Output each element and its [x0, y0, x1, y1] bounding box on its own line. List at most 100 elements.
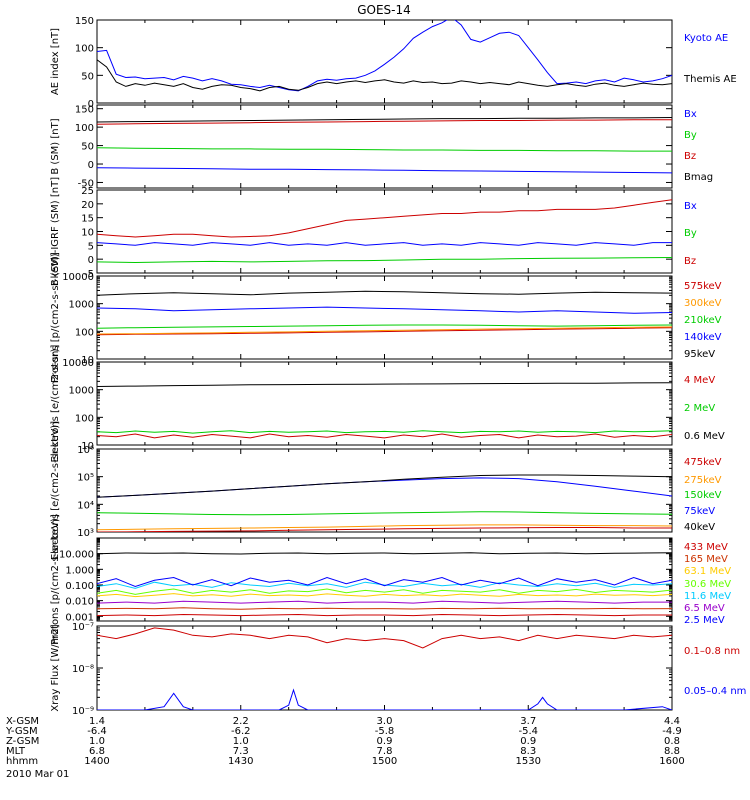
series-line-bz	[97, 119, 672, 125]
legend-label: 140keV	[684, 332, 722, 343]
legend-label: 275keV	[684, 475, 722, 486]
y-tick-label: 15	[81, 214, 94, 225]
series-line-275kev	[97, 524, 672, 531]
time-row-value: 8.3	[520, 746, 536, 757]
y-tick-label: 10.000	[59, 550, 94, 561]
y-tick-label: 0.010	[65, 597, 94, 608]
time-row-value: 7.8	[377, 746, 393, 757]
y-tick-label: 1000	[69, 386, 94, 397]
legend-label: 150keV	[684, 490, 722, 501]
y-tick-label: 0	[88, 99, 94, 110]
time-row-value: 1.4	[89, 716, 105, 727]
y-axis-label: Protons [p/(cm2-s-sr-keV)]	[50, 252, 61, 383]
series-line-210kev	[97, 324, 672, 329]
y-tick-label: 10⁵	[77, 473, 94, 484]
time-row-label: hhmm	[6, 756, 38, 767]
series-line-0-1-0-8-nm	[97, 627, 672, 649]
y-tick-label: 20	[81, 200, 94, 211]
series-line-0-05-0-4-nm	[97, 688, 672, 710]
y-tick-label: -5	[84, 269, 94, 280]
legend-label: 0.1–0.8 nm	[684, 646, 740, 657]
y-tick-label: 0	[88, 255, 94, 266]
time-row-value: -5.4	[518, 726, 538, 737]
legend-label: 30.6 MeV	[684, 579, 731, 590]
legend-label: 475keV	[684, 457, 722, 468]
y-tick-label: 150	[75, 105, 94, 116]
time-axis-table: X-GSM 1.4 2.2 3.0 3.7 4.4 Y-GSM -6.4 -6.2 -5.8 -5.…	[5, 716, 685, 767]
y-axis-label: Electrons [e/(cm2-s-sr)]	[50, 344, 61, 462]
y-tick-label: 10	[81, 441, 94, 452]
time-row-value: 1600	[659, 756, 684, 767]
legend-label: 63.1 MeV	[684, 566, 731, 577]
series-line-unlabeled	[97, 552, 672, 555]
legend-label: By	[684, 130, 697, 141]
y-axis-label: Xray Flux [W/m2]	[50, 624, 61, 711]
time-row-value: 3.7	[520, 716, 536, 727]
y-tick-label: 10	[81, 228, 94, 239]
time-row-value: 3.0	[377, 716, 393, 727]
time-row-label: MLT	[6, 746, 26, 757]
y-tick-label: 150	[75, 16, 94, 27]
time-row-value: 0.9	[520, 736, 536, 747]
y-axis-label: B (SM) [nT]	[50, 118, 61, 174]
y-tick-label: 50	[81, 142, 94, 153]
series-line-by	[97, 147, 672, 152]
series-line-140kev	[97, 306, 672, 314]
series-line-6-5-mev	[97, 600, 672, 604]
legend-label: 40keV	[684, 522, 715, 533]
series-line-475kev	[97, 527, 672, 532]
series-line-165-mev	[97, 607, 672, 610]
panel-8: 10⁻⁹ 10⁻⁸ 10⁻⁷ Xray Flux [W/m2] 0.1–0.8 nm 0.…	[50, 622, 746, 717]
y-tick-label: 0	[88, 160, 94, 171]
y-tick-label: 1.000	[65, 565, 94, 576]
y-tick-label: 100	[75, 44, 94, 55]
legend-label: 2 MeV	[684, 403, 715, 414]
series-line-575kev	[97, 327, 672, 336]
legend-label: 210keV	[684, 315, 722, 326]
time-row-value: -5.8	[375, 726, 395, 737]
time-row-label: X-GSM	[6, 716, 39, 727]
y-tick-label: 10⁻⁹	[72, 706, 94, 717]
panel-2: -50 0 50 100 150 B (SM) [nT] Bx By Bz Bmag	[50, 104, 713, 189]
series-line-bmag	[97, 117, 672, 123]
time-row-value: 1.0	[233, 736, 249, 747]
y-tick-label: 25	[81, 186, 94, 197]
time-row-value: 1500	[372, 756, 397, 767]
series-line-by	[97, 257, 672, 264]
y-tick-label: 10	[81, 355, 94, 366]
series-line-150kev	[97, 511, 672, 516]
time-row-value: 8.8	[664, 746, 680, 757]
legend-label: 0.6 MeV	[684, 431, 725, 442]
legend-label: 95keV	[684, 349, 715, 360]
y-tick-label: 100	[75, 123, 94, 134]
y-axis-label: Protons [p/(cm2-s-sr-keV)]	[50, 514, 61, 645]
legend-label: Bz	[684, 151, 696, 162]
series-line-kyoto-ae	[97, 20, 672, 92]
time-row-value: 4.4	[664, 716, 680, 727]
time-row-label: Y-GSM	[5, 726, 38, 737]
legend-label: 0.05–0.4 nm	[684, 686, 746, 697]
y-axis-label: AE index [nT]	[50, 28, 61, 95]
legend-label: Bz	[684, 256, 696, 267]
y-tick-label: 1000	[69, 300, 94, 311]
panel-6: 10³ 10⁴ 10⁵ 10⁶ Electrons [e/(cm2-s-sr-keV)]…	[50, 421, 722, 560]
panel-1: 0 50 100 150 AE index [nT] Kyoto AE Themis AE	[50, 16, 737, 110]
date-label: 2010 Mar 01	[6, 769, 69, 780]
y-axis-label: Electrons [e/(cm2-s-sr-keV)]	[50, 421, 61, 560]
time-row-value: -6.4	[87, 726, 107, 737]
time-row-value: 0.9	[377, 736, 393, 747]
y-tick-label: 100	[75, 327, 94, 338]
time-row-label: Z-GSM	[6, 736, 39, 747]
series-line-433-mev	[97, 613, 672, 617]
y-tick-label: 10000	[62, 272, 94, 283]
series-line-40kev	[97, 474, 672, 498]
y-tick-label: 10⁻⁸	[72, 664, 94, 675]
legend-label: 11.6 MeV	[684, 591, 731, 602]
time-row-value: 1.0	[89, 736, 105, 747]
series-line-themis-ae	[97, 59, 672, 92]
time-row-value: 6.8	[89, 746, 105, 757]
